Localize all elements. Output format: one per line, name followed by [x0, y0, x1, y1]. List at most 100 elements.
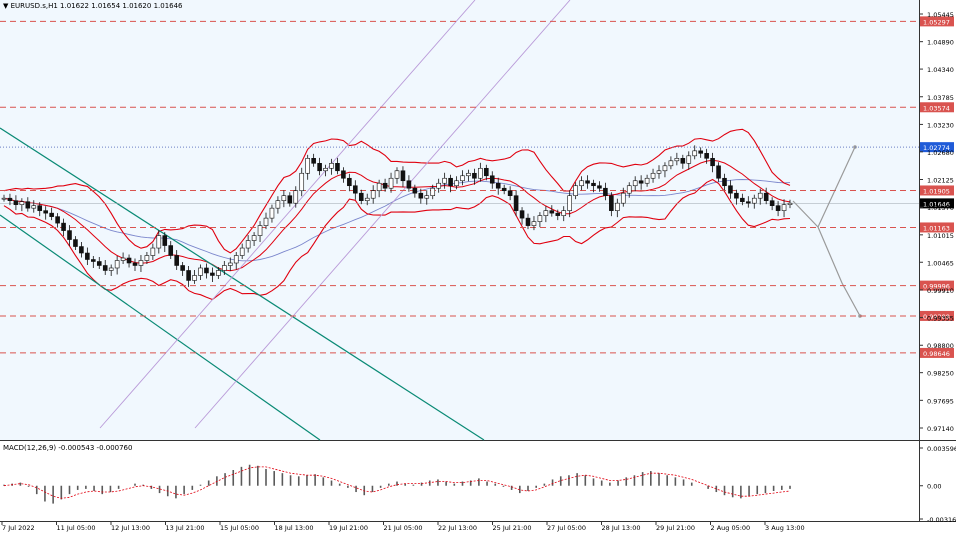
level-tag-label: 0.98646	[923, 350, 950, 358]
candle-body	[537, 215, 543, 222]
channel-lower-line	[0, 214, 321, 441]
candle-body	[454, 180, 459, 187]
candle-body	[335, 162, 340, 172]
price-tick-label: 1.04890	[927, 39, 954, 47]
candle-body	[650, 172, 656, 179]
time-tick-label: 3 Aug 13:00	[765, 524, 805, 532]
candle-body	[1, 197, 7, 200]
candle-body	[478, 167, 483, 179]
candle-body	[585, 180, 590, 184]
price-tick-label: 0.97695	[927, 397, 954, 405]
candle-body	[358, 192, 364, 201]
candle-body	[13, 200, 19, 205]
candle-body	[239, 247, 245, 256]
macd-tick-label: 0.003596	[927, 445, 956, 453]
candle-body	[73, 239, 78, 247]
candle-body	[311, 158, 316, 164]
level-tag	[920, 310, 954, 321]
candle-body	[603, 187, 608, 197]
candle-body	[299, 172, 305, 192]
candle-body	[430, 187, 436, 197]
candle-body	[382, 182, 388, 189]
candle-body	[615, 202, 620, 211]
candle-body	[662, 165, 668, 172]
candle-body	[543, 210, 549, 216]
time-tick-label: 25 Jul 21:00	[493, 524, 532, 532]
candle-body	[769, 200, 775, 206]
candle-body	[626, 185, 632, 194]
candle-body	[114, 260, 120, 269]
time-tick-label: 7 Jul 2022	[2, 524, 35, 532]
level-tag-label: 0.99996	[923, 283, 950, 291]
candle-body	[305, 158, 310, 174]
candle-body	[597, 185, 602, 189]
candle-body	[150, 247, 156, 256]
candle-body	[233, 255, 239, 264]
symbol-label: EURUSD.s,H1	[10, 2, 58, 10]
candle-body	[67, 230, 72, 240]
horizontal-levels: 1.05297 1.03574 1.02774 1.01905 1.01646 1.011…	[0, 16, 954, 358]
candle-body	[466, 172, 471, 177]
macd-tick-label: 0.00	[927, 483, 941, 491]
price-tick-label: 1.04340	[927, 66, 954, 74]
candle-body	[632, 180, 638, 187]
candle-body	[275, 200, 281, 209]
level-tag-label: 1.05297	[923, 18, 950, 26]
candle-body	[561, 210, 567, 216]
time-tick-label: 29 Jul 21:00	[656, 524, 695, 532]
level-tag-label: 1.01163	[923, 224, 950, 232]
price-pane[interactable]	[0, 0, 919, 440]
candle-body	[364, 197, 370, 201]
macd-pane[interactable]	[0, 441, 919, 521]
moving-average-line	[3, 179, 791, 262]
price-tick-label: 1.05445	[927, 11, 954, 19]
candle-body	[686, 155, 692, 164]
candle-body	[668, 160, 674, 167]
candle-body	[61, 222, 66, 231]
candle-body	[245, 240, 251, 249]
candle-body	[442, 177, 447, 184]
candle-body	[472, 172, 477, 179]
candle-body	[376, 182, 382, 192]
candle-body	[728, 185, 733, 194]
time-tick-label: 22 Jul 13:00	[438, 524, 477, 532]
candle-body	[96, 261, 102, 266]
candle-body	[638, 180, 644, 184]
candle-body	[644, 177, 650, 184]
candle-body	[132, 262, 138, 266]
candle-body	[269, 207, 275, 219]
candle-body	[757, 192, 763, 199]
candle-body	[734, 192, 739, 199]
candle-body	[329, 162, 334, 169]
level-tag-label: 0.99388	[923, 313, 950, 321]
time-tick-label: 13 Jul 21:00	[166, 524, 205, 532]
candle-body	[555, 212, 561, 216]
price-tick-label: 1.03785	[927, 94, 954, 102]
price-tick-label: 0.98250	[927, 370, 954, 378]
bollinger-lower-line	[3, 178, 791, 301]
candle-body	[507, 190, 513, 197]
level-tag	[920, 347, 954, 358]
time-tick-label: 2 Aug 05:00	[711, 524, 751, 532]
time-tick-label: 18 Jul 13:00	[275, 524, 314, 532]
candle-body	[579, 180, 584, 187]
candle-body	[204, 267, 209, 274]
price-tick-label: 0.99355	[927, 315, 954, 323]
level-tag-label: 1.01905	[923, 187, 950, 195]
candle-body	[120, 257, 126, 261]
candle-body	[49, 212, 54, 217]
candle-body	[692, 150, 698, 157]
level-tag	[920, 16, 954, 27]
candle-body	[323, 167, 328, 172]
candle-body	[704, 153, 709, 159]
collapse-arrow-icon[interactable]: ▼	[3, 2, 9, 10]
candle-body	[567, 195, 572, 211]
candle-body	[746, 201, 751, 204]
candle-body	[37, 205, 43, 211]
candle-body	[25, 201, 31, 209]
candle-body	[489, 175, 495, 184]
candle-body	[763, 192, 769, 201]
candle-body	[656, 170, 662, 174]
macd-signal-line	[3, 466, 791, 499]
